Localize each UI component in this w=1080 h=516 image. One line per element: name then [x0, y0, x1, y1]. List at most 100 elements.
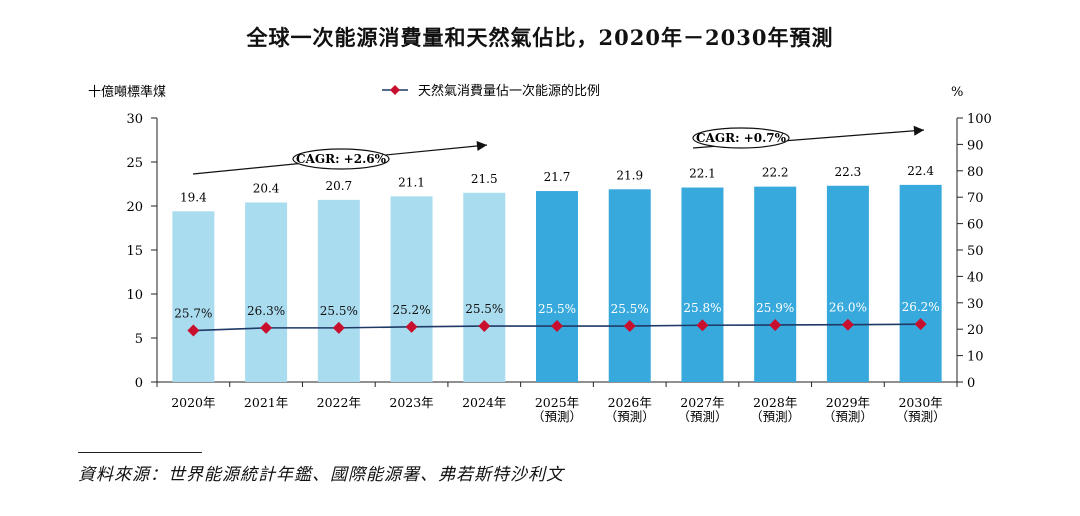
y-axis-label-left: 十億噸標準煤: [88, 84, 166, 100]
x-tick-label-line: （預測）: [750, 409, 800, 424]
y-axis-label-right: %: [951, 85, 963, 100]
y-tick-label-left: 10: [126, 288, 143, 303]
x-tick-label-line: （預測）: [532, 409, 582, 424]
share-value-label: 25.8%: [683, 301, 721, 315]
share-marker: [405, 320, 418, 333]
bar: [536, 191, 578, 382]
cagr-badge: [692, 127, 790, 149]
cagr-arrow-head: [913, 125, 924, 136]
footnote-rule: [78, 452, 202, 453]
bar: [826, 185, 869, 382]
share-marker: [260, 321, 273, 334]
bar: [899, 184, 942, 382]
y-tick-label-left: 0: [135, 376, 143, 391]
share-value-label: 26.3%: [247, 304, 285, 318]
share-value-label: 26.2%: [902, 300, 940, 314]
y-tick-label-left: 30: [126, 112, 143, 127]
cagr-label: CAGR: +0.7%: [696, 131, 787, 145]
x-tick-label: 2024年: [462, 395, 506, 410]
bar: [754, 186, 797, 382]
share-marker: [187, 324, 200, 337]
share-value-label: 25.2%: [392, 303, 430, 317]
bar: [172, 211, 215, 382]
bar-value-label: 21.5: [471, 172, 498, 186]
bars-layer: [172, 184, 942, 382]
x-tick-label-line: （預測）: [605, 409, 655, 424]
cagr-label: CAGR: +2.6%: [296, 152, 387, 166]
x-tick-label: 2028年（預測）: [750, 395, 800, 424]
x-tick-label-line: 2028年: [753, 395, 797, 410]
cagr-badge: [292, 148, 390, 170]
x-tick-label: 2027年（預測）: [677, 395, 727, 424]
x-tick-label: 2021年: [244, 395, 288, 410]
x-tick-label-line: （預測）: [896, 409, 946, 424]
share-value-label: 25.5%: [538, 302, 576, 316]
y-tick-label-right: 100: [967, 112, 992, 127]
share-value-label: 26.0%: [829, 301, 867, 315]
cagr-arrow-head: [476, 141, 487, 151]
bar: [608, 189, 651, 382]
x-tick-label-line: 2022年: [317, 395, 361, 410]
y-tick-label-right: 70: [967, 191, 984, 206]
bar-value-label: 19.4: [180, 190, 207, 204]
x-tick-label-line: 2026年: [608, 395, 652, 410]
bar-value-label: 20.7: [325, 179, 352, 193]
legend-marker: [390, 85, 400, 95]
x-tick-label-line: 2023年: [389, 395, 433, 410]
bar: [245, 202, 288, 382]
share-value-label: 25.9%: [756, 301, 794, 315]
bar-value-label: 20.4: [253, 181, 280, 195]
annotations-layer: CAGR: +2.6% CAGR: +0.7%: [192, 125, 925, 175]
y-tick-label-right: 50: [967, 244, 984, 259]
share-marker: [696, 319, 709, 332]
bar: [317, 199, 360, 382]
share-marker: [551, 320, 563, 333]
share-marker: [332, 321, 345, 334]
y-tick-label-left: 25: [126, 156, 143, 171]
bar-value-label: 21.9: [616, 168, 643, 182]
x-tick-label-line: （預測）: [677, 409, 727, 424]
chart-title: 全球一次能源消費量和天然氣佔比，2020年－2030年預測: [246, 25, 834, 50]
x-tick-label-line: 2027年: [680, 395, 724, 410]
share-value-label: 25.5%: [320, 304, 358, 318]
x-tick-label-line: 2021年: [244, 395, 288, 410]
share-marker: [914, 318, 927, 331]
x-tick-label: 2022年: [317, 395, 361, 410]
line-layer: [187, 318, 927, 337]
bar-value-label: 22.4: [907, 164, 934, 178]
y-tick-label-right: 40: [967, 270, 984, 285]
x-tick-label: 2020年: [171, 395, 215, 410]
y-tick-label-right: 0: [967, 376, 975, 391]
share-marker: [841, 318, 854, 331]
y-tick-label-left: 15: [126, 244, 143, 259]
x-tick-label: 2023年: [389, 395, 433, 410]
x-tick-label-line: （預測）: [823, 409, 873, 424]
y-tick-label-right: 10: [967, 350, 984, 365]
bar: [681, 187, 724, 382]
x-tick-label-line: 2024年: [462, 395, 506, 410]
bar-value-label: 21.1: [398, 175, 425, 189]
bar-value-label: 22.1: [689, 167, 716, 181]
share-value-label: 25.7%: [174, 307, 212, 321]
y-tick-label-right: 90: [967, 138, 984, 153]
y-tick-label-left: 5: [135, 332, 143, 347]
y-tick-label-right: 20: [967, 323, 984, 338]
x-tick-label-line: 2025年: [535, 395, 579, 410]
bar: [390, 196, 433, 382]
x-tick-label: 2025年（預測）: [532, 395, 582, 424]
x-tick-label: 2030年（預測）: [896, 395, 946, 424]
share-value-label: 25.5%: [611, 302, 649, 316]
bar: [463, 192, 506, 382]
share-marker: [478, 320, 491, 333]
bar-value-label: 22.2: [762, 166, 789, 180]
share-value-label: 25.5%: [465, 302, 503, 316]
source-note: 資料來源：世界能源統計年鑑、國際能源署、弗若斯特沙利文: [78, 465, 564, 485]
bar-value-label: 21.7: [544, 170, 571, 184]
share-marker: [769, 318, 782, 331]
y-tick-label-right: 30: [967, 297, 984, 312]
share-marker: [623, 320, 636, 333]
x-tick-label-line: 2029年: [826, 395, 870, 410]
x-tick-label-line: 2020年: [171, 395, 215, 410]
y-tick-label-right: 60: [967, 218, 984, 233]
labels-layer: 19.4 20.4 20.7 21.1 21.5 21.7 21.9 22.1 22.2 22.3…: [171, 164, 945, 424]
